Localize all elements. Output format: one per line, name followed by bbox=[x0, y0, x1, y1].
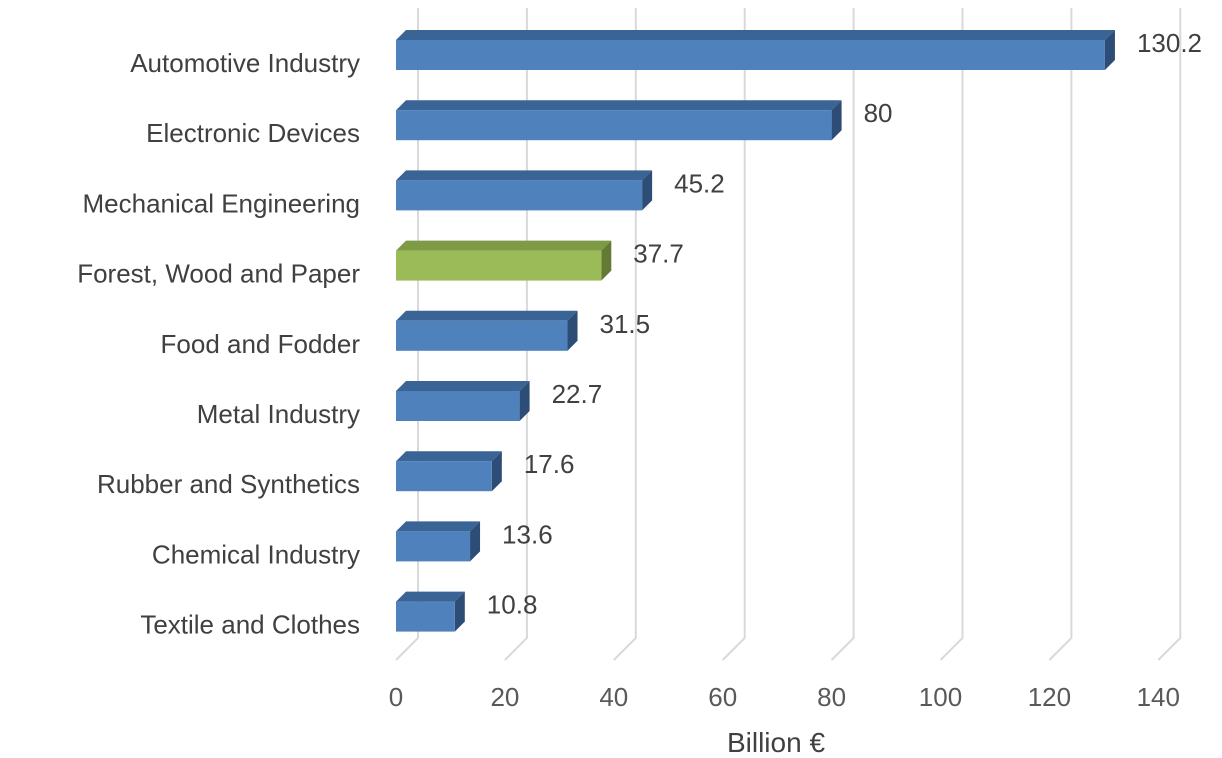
gridlines bbox=[395, 8, 1182, 661]
bar-top-face bbox=[396, 170, 653, 181]
bar bbox=[396, 310, 578, 351]
data-label: 31.5 bbox=[600, 309, 651, 339]
category-label: Metal Industry bbox=[197, 399, 360, 429]
bar-front-face bbox=[396, 180, 643, 211]
labels: 0 20 40 60 80 100 120 140 Automotive Industry 130… bbox=[77, 28, 1202, 712]
bar-front-face bbox=[396, 320, 568, 351]
gridline bbox=[939, 8, 964, 661]
bars bbox=[396, 30, 1115, 632]
bar-front-face bbox=[396, 250, 602, 281]
x-axis-title: Billion € bbox=[727, 727, 825, 758]
bar-front-face bbox=[396, 461, 492, 492]
bar-front-face bbox=[396, 601, 455, 632]
bar-side-face bbox=[519, 381, 530, 421]
data-label: 22.7 bbox=[552, 379, 603, 409]
x-tick-label: 60 bbox=[708, 682, 737, 712]
bar-top-face bbox=[396, 451, 502, 462]
bar-top-face bbox=[396, 521, 481, 532]
gridline bbox=[721, 8, 746, 661]
bar-top-face bbox=[396, 310, 578, 321]
bar bbox=[396, 591, 465, 632]
bar bbox=[396, 521, 481, 562]
data-label: 80 bbox=[864, 98, 893, 128]
gridline bbox=[395, 8, 419, 661]
bar-side-face bbox=[642, 170, 653, 211]
gridline bbox=[830, 8, 855, 661]
x-tick-label: 140 bbox=[1137, 682, 1180, 712]
bar-top-face bbox=[396, 591, 465, 602]
bar bbox=[396, 100, 842, 141]
gridline bbox=[1157, 8, 1182, 661]
data-label: 10.8 bbox=[487, 590, 538, 620]
gridline bbox=[504, 8, 528, 661]
data-label: 17.6 bbox=[524, 449, 575, 479]
bar-top-face bbox=[396, 100, 842, 111]
category-label: Forest, Wood and Paper bbox=[77, 259, 360, 289]
bar-side-face bbox=[567, 310, 578, 351]
bar bbox=[396, 381, 530, 421]
data-label: 37.7 bbox=[633, 239, 684, 269]
bar-top-face bbox=[396, 381, 530, 391]
bar-top-face bbox=[396, 240, 612, 251]
bar bbox=[396, 240, 612, 281]
bar bbox=[396, 170, 653, 211]
bar-front-face bbox=[396, 110, 832, 141]
category-label: Mechanical Engineering bbox=[82, 188, 360, 218]
x-tick-label: 120 bbox=[1028, 682, 1071, 712]
bar-side-face bbox=[491, 451, 502, 492]
category-label: Automotive Industry bbox=[130, 48, 360, 78]
x-tick-label: 80 bbox=[817, 682, 846, 712]
category-label: Chemical Industry bbox=[152, 539, 360, 569]
category-label: Textile and Clothes bbox=[140, 610, 360, 640]
category-label: Food and Fodder bbox=[161, 329, 361, 359]
bar-side-face bbox=[601, 240, 612, 281]
data-label: 45.2 bbox=[674, 168, 725, 198]
x-tick-label: 0 bbox=[389, 682, 403, 712]
x-tick-label: 40 bbox=[599, 682, 628, 712]
bar-side-face bbox=[1104, 30, 1115, 70]
gridline bbox=[613, 8, 637, 661]
x-tick-label: 100 bbox=[919, 682, 962, 712]
bar-top-face bbox=[396, 30, 1115, 40]
x-tick-label: 20 bbox=[490, 682, 519, 712]
bar-side-face bbox=[831, 100, 842, 141]
bar-front-face bbox=[396, 391, 520, 421]
bar-front-face bbox=[396, 531, 471, 562]
gridline bbox=[1048, 8, 1073, 661]
bar-side-face bbox=[454, 591, 465, 632]
category-label: Electronic Devices bbox=[146, 118, 360, 148]
data-label: 13.6 bbox=[502, 519, 553, 549]
bar-front-face bbox=[396, 40, 1105, 70]
bar-side-face bbox=[470, 521, 481, 562]
bar bbox=[396, 451, 502, 492]
data-label: 130.2 bbox=[1137, 28, 1202, 58]
bar bbox=[396, 30, 1115, 70]
category-label: Rubber and Synthetics bbox=[97, 469, 360, 499]
